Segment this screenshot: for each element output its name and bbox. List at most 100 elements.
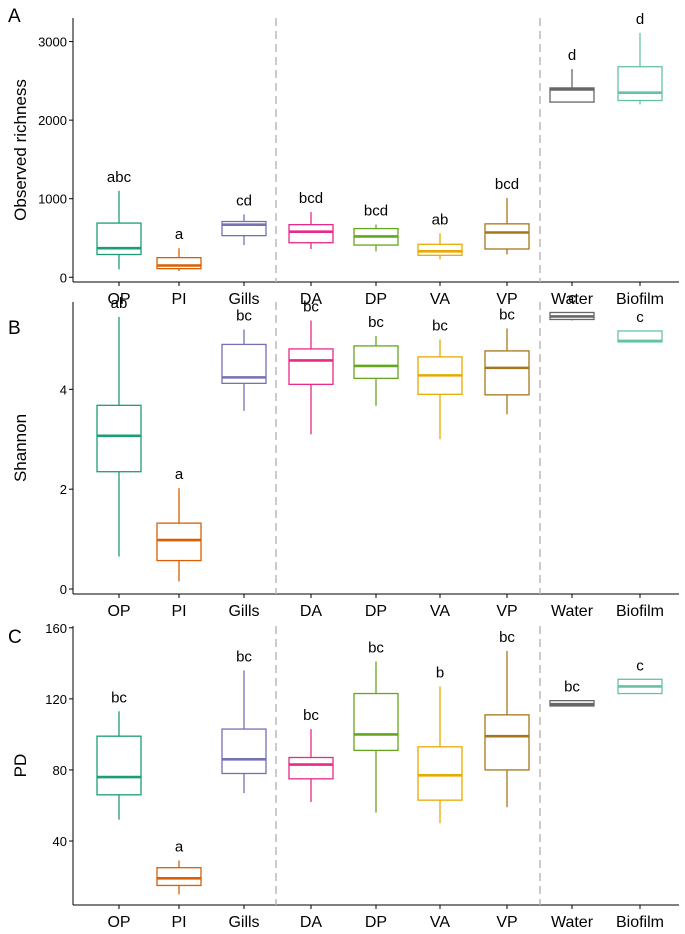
x-tick-label: Gills: [228, 603, 259, 620]
significance-letter: bc: [432, 317, 448, 334]
significance-letter: bcd: [495, 176, 519, 193]
y-tick-label: 0: [60, 582, 67, 597]
significance-letter: bc: [236, 648, 252, 665]
iqr-box: [484, 223, 530, 250]
box-water: bc: [549, 679, 595, 707]
significance-letter: bcd: [364, 203, 388, 220]
x-tick-label: DA: [300, 603, 323, 620]
x-tick-label: VA: [430, 291, 450, 308]
x-tick-label: PI: [171, 291, 186, 308]
box-vp: bc: [484, 306, 530, 415]
iqr-box: [288, 348, 334, 386]
iqr-box: [484, 350, 530, 396]
y-tick-label: 4: [60, 382, 67, 397]
y-axis-title: PD: [11, 754, 30, 778]
box-pi: a: [156, 466, 202, 582]
iqr-box: [549, 87, 595, 103]
y-tick-label: 0: [60, 270, 67, 285]
x-tick-label: Gills: [228, 914, 259, 931]
box-dp: bc: [353, 640, 399, 813]
iqr-box: [417, 243, 463, 256]
y-axis-title: Observed richness: [11, 79, 30, 221]
iqr-box: [288, 223, 334, 244]
box-op: abc: [96, 169, 142, 270]
box-gills: bc: [221, 648, 267, 794]
y-tick-label: 160: [45, 621, 67, 636]
panel-a: A Observed richness 0 1000 2000 3000 OP PI Gills…: [8, 6, 679, 308]
y-axis-title: Shannon: [11, 414, 30, 482]
box-water: c: [549, 290, 595, 321]
significance-letter: d: [568, 47, 576, 64]
iqr-box: [156, 522, 202, 562]
y-tick-label: 80: [53, 763, 67, 778]
iqr-box: [617, 66, 663, 102]
significance-letter: bc: [303, 707, 319, 724]
box-gills: bc: [221, 307, 267, 411]
x-tick-label: DA: [300, 291, 323, 308]
y-tick-label: 40: [53, 834, 67, 849]
significance-letter: a: [175, 226, 184, 243]
x-tick-label: PI: [171, 914, 186, 931]
x-tick-label: VA: [430, 603, 450, 620]
x-tick-label: OP: [107, 291, 130, 308]
iqr-box: [288, 756, 334, 780]
box-biofilm: d: [617, 11, 663, 105]
panel-label: A: [8, 6, 21, 27]
box-pi: a: [156, 226, 202, 271]
x-tick-label: Biofilm: [616, 603, 664, 620]
box-biofilm: c: [617, 309, 663, 343]
y-tick-label: 120: [45, 692, 67, 707]
box-dp: bc: [353, 314, 399, 406]
panel-c: C PD 40 80 120 160 OP PI Gills DA DP VA VP Water Biofi…: [8, 621, 679, 931]
x-tick-label: Water: [551, 603, 594, 620]
significance-letter: bcd: [299, 190, 323, 207]
x-tick-label: DP: [365, 603, 387, 620]
box-dp: bcd: [353, 203, 399, 252]
iqr-box: [417, 746, 463, 801]
significance-letter: a: [175, 466, 184, 483]
significance-letter: cd: [236, 192, 252, 209]
significance-letter: bc: [368, 314, 384, 331]
significance-letter: bc: [564, 679, 580, 696]
box-da: bc: [288, 707, 334, 802]
significance-letter: c: [636, 657, 644, 674]
significance-letter: ab: [111, 295, 128, 312]
box-op: bc: [96, 689, 142, 820]
iqr-box: [353, 692, 399, 752]
panel-label: B: [8, 318, 21, 339]
x-tick-label: Biofilm: [616, 291, 664, 308]
box-va: bc: [417, 317, 463, 440]
significance-letter: bc: [499, 306, 515, 323]
box-vp: bc: [484, 629, 530, 808]
significance-letter: bc: [111, 689, 127, 706]
x-tick-label: PI: [171, 603, 186, 620]
x-tick-label: Water: [551, 914, 594, 931]
y-tick-label: 3000: [38, 35, 67, 50]
iqr-box: [484, 714, 530, 771]
x-tick-label: VP: [496, 603, 517, 620]
x-tick-label: DP: [365, 914, 387, 931]
iqr-box: [156, 256, 202, 270]
iqr-box: [221, 728, 267, 775]
y-tick-label: 1000: [38, 192, 67, 207]
significance-letter: c: [636, 309, 644, 326]
box-va: ab: [417, 211, 463, 260]
significance-letter: b: [436, 664, 444, 681]
significance-letter: bc: [303, 298, 319, 315]
x-tick-label: DP: [365, 291, 387, 308]
iqr-box: [96, 404, 142, 473]
iqr-box: [96, 735, 142, 796]
x-tick-label: VP: [496, 914, 517, 931]
x-tick-label: VA: [430, 914, 450, 931]
box-water: d: [549, 47, 595, 103]
iqr-box: [96, 222, 142, 256]
x-tick-label: VP: [496, 291, 517, 308]
significance-letter: bc: [368, 640, 384, 657]
x-tick-label: Biofilm: [616, 914, 664, 931]
box-vp: bcd: [484, 176, 530, 255]
box-da: bc: [288, 298, 334, 435]
iqr-box: [156, 867, 202, 887]
y-tick-label: 2000: [38, 113, 67, 128]
box-da: bcd: [288, 190, 334, 249]
